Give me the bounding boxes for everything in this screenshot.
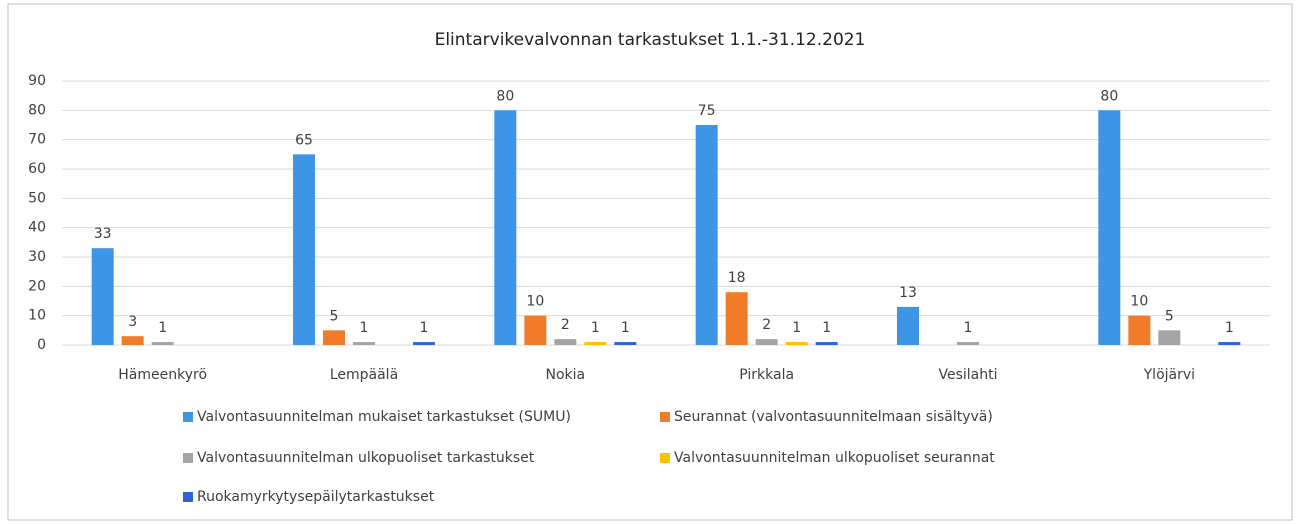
y-tick-label: 50 <box>28 190 46 206</box>
x-tick-label: Ylöjärvi <box>1143 367 1195 383</box>
legend-swatch <box>183 453 193 463</box>
bar <box>1158 330 1181 345</box>
bar <box>151 342 174 345</box>
data-label: 1 <box>420 320 429 336</box>
bar <box>695 125 718 345</box>
data-label: 5 <box>1165 308 1174 324</box>
data-label: 1 <box>158 320 167 336</box>
data-label: 3 <box>128 314 137 330</box>
x-tick-label: Hämeenkyrö <box>118 367 207 383</box>
x-tick-label: Vesilahti <box>938 367 997 383</box>
legend-swatch <box>660 453 670 463</box>
data-label: 2 <box>762 317 771 333</box>
legend-label: Ruokamyrkytysepäilytarkastukset <box>197 489 435 505</box>
y-tick-label: 30 <box>28 249 46 265</box>
bar <box>755 339 778 345</box>
data-label: 1 <box>792 320 801 336</box>
data-label: 80 <box>1100 88 1118 104</box>
legend-swatch <box>660 412 670 422</box>
bar <box>584 342 607 345</box>
chart-title: Elintarvikevalvonnan tarkastukset 1.1.-3… <box>435 30 866 50</box>
y-tick-label: 60 <box>28 161 46 177</box>
bar <box>323 330 345 345</box>
bar <box>91 248 114 345</box>
bar <box>353 342 375 345</box>
bar <box>815 342 838 345</box>
bar <box>494 110 517 345</box>
y-tick-label: 80 <box>28 102 46 118</box>
y-tick-label: 90 <box>28 73 46 89</box>
data-label: 1 <box>964 320 973 336</box>
bar <box>1128 315 1151 345</box>
data-label: 10 <box>526 294 544 310</box>
data-label: 33 <box>94 226 112 242</box>
data-label: 1 <box>621 320 630 336</box>
data-label: 80 <box>496 88 514 104</box>
data-label: 1 <box>360 320 369 336</box>
data-label: 65 <box>295 132 313 148</box>
x-tick-label: Pirkkala <box>739 367 794 383</box>
data-label: 1 <box>591 320 600 336</box>
bar <box>554 339 577 345</box>
legend-swatch <box>183 412 193 422</box>
legend-swatch <box>183 492 193 502</box>
bar <box>725 292 748 345</box>
x-tick-label: Lempäälä <box>330 367 398 383</box>
legend-label: Seurannat (valvontasuunnitelmaan sisälty… <box>674 409 993 425</box>
bar <box>121 336 144 345</box>
bar <box>614 342 637 345</box>
y-tick-label: 70 <box>28 132 46 148</box>
bar <box>1218 342 1241 345</box>
data-label: 5 <box>330 308 339 324</box>
data-label: 10 <box>1130 294 1148 310</box>
bar <box>293 154 315 345</box>
bar <box>957 342 979 345</box>
bar <box>897 306 919 345</box>
data-label: 75 <box>698 103 716 119</box>
bar <box>785 342 808 345</box>
chart-border <box>7 3 1293 521</box>
x-tick-label: Nokia <box>546 367 586 383</box>
data-label: 1 <box>1225 320 1234 336</box>
data-label: 2 <box>561 317 570 333</box>
y-tick-label: 20 <box>28 278 46 294</box>
data-label: 13 <box>899 285 917 301</box>
legend-label: Valvontasuunnitelman ulkopuoliset seuran… <box>674 450 995 466</box>
legend-label: Valvontasuunnitelman ulkopuoliset tarkas… <box>197 450 535 466</box>
data-label: 18 <box>728 270 746 286</box>
bar <box>524 315 547 345</box>
y-tick-label: 0 <box>37 337 46 353</box>
y-tick-label: 10 <box>28 308 46 324</box>
y-tick-label: 40 <box>28 220 46 236</box>
data-label: 1 <box>822 320 831 336</box>
bar <box>413 342 435 345</box>
legend-label: Valvontasuunnitelman mukaiset tarkastuks… <box>197 409 571 425</box>
bar <box>1098 110 1121 345</box>
